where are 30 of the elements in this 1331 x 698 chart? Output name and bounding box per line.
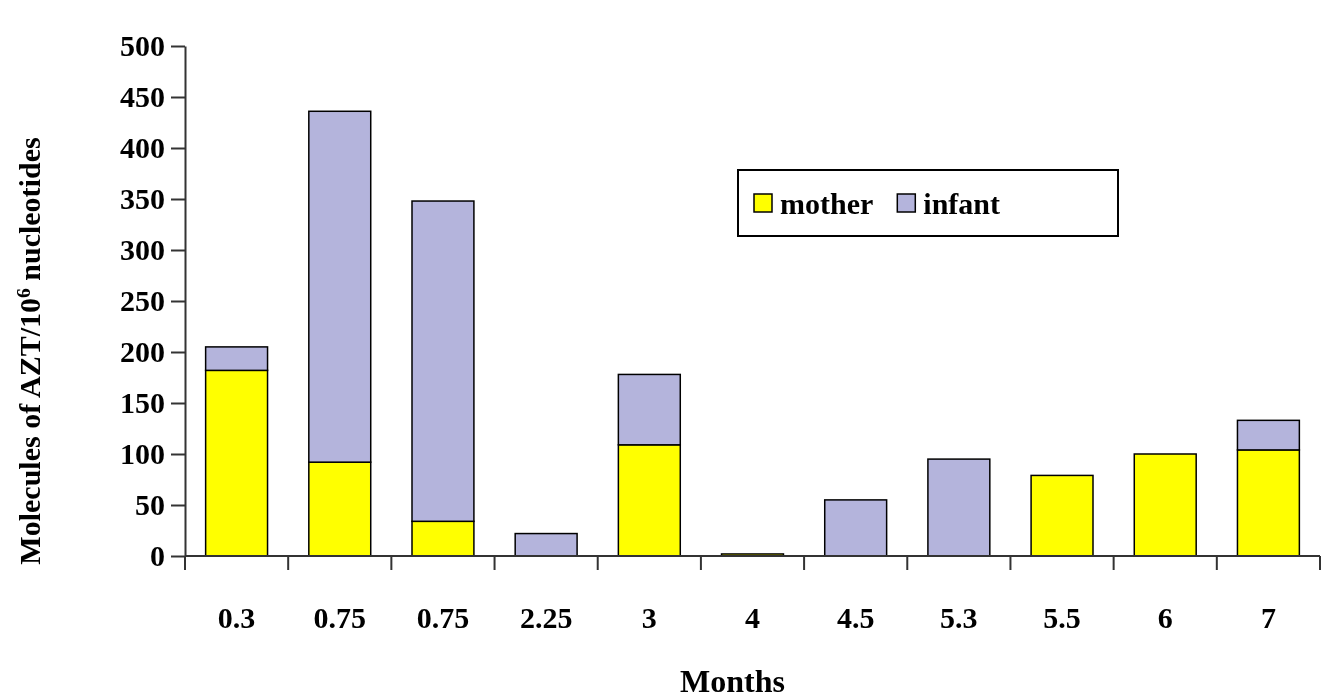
bar (1133, 453, 1197, 557)
legend-label: infant (923, 187, 1000, 220)
x-tick-label: 2.25 (519, 601, 573, 634)
x-tick-label: 0.3 (217, 601, 256, 634)
y-tick-label: 300 (120, 233, 165, 267)
x-tick-label: 5.3 (940, 601, 978, 634)
x-tick-label: 3 (641, 601, 657, 634)
y-tick-label: 250 (120, 284, 165, 318)
x-tick-label: 7 (1260, 601, 1276, 634)
bar (514, 532, 578, 557)
x-tick-label: 4 (745, 601, 760, 634)
y-tick-label: 150 (120, 386, 165, 420)
x-axis-title: Months (680, 663, 785, 698)
x-tick-label: 0.75 (313, 601, 367, 634)
y-tick-label: 50 (135, 488, 165, 522)
bar (1030, 474, 1094, 557)
y-tick-label: 450 (120, 80, 165, 114)
x-tick-label: 4.5 (836, 601, 875, 634)
bar (927, 458, 991, 557)
y-tick-label: 200 (120, 335, 165, 369)
x-tick-label: 5.5 (1043, 601, 1081, 634)
bar (823, 499, 888, 557)
legend-label: mother (780, 187, 874, 220)
y-tick-label: 100 (120, 437, 165, 471)
y-tick-label: 500 (120, 29, 165, 63)
x-tick-label: 6 (1157, 601, 1173, 634)
y-tick-label: 350 (120, 182, 165, 216)
y-tick-label: 0 (150, 539, 165, 573)
x-tick-label: 0.75 (416, 601, 470, 634)
y-tick-label: 400 (120, 131, 165, 165)
